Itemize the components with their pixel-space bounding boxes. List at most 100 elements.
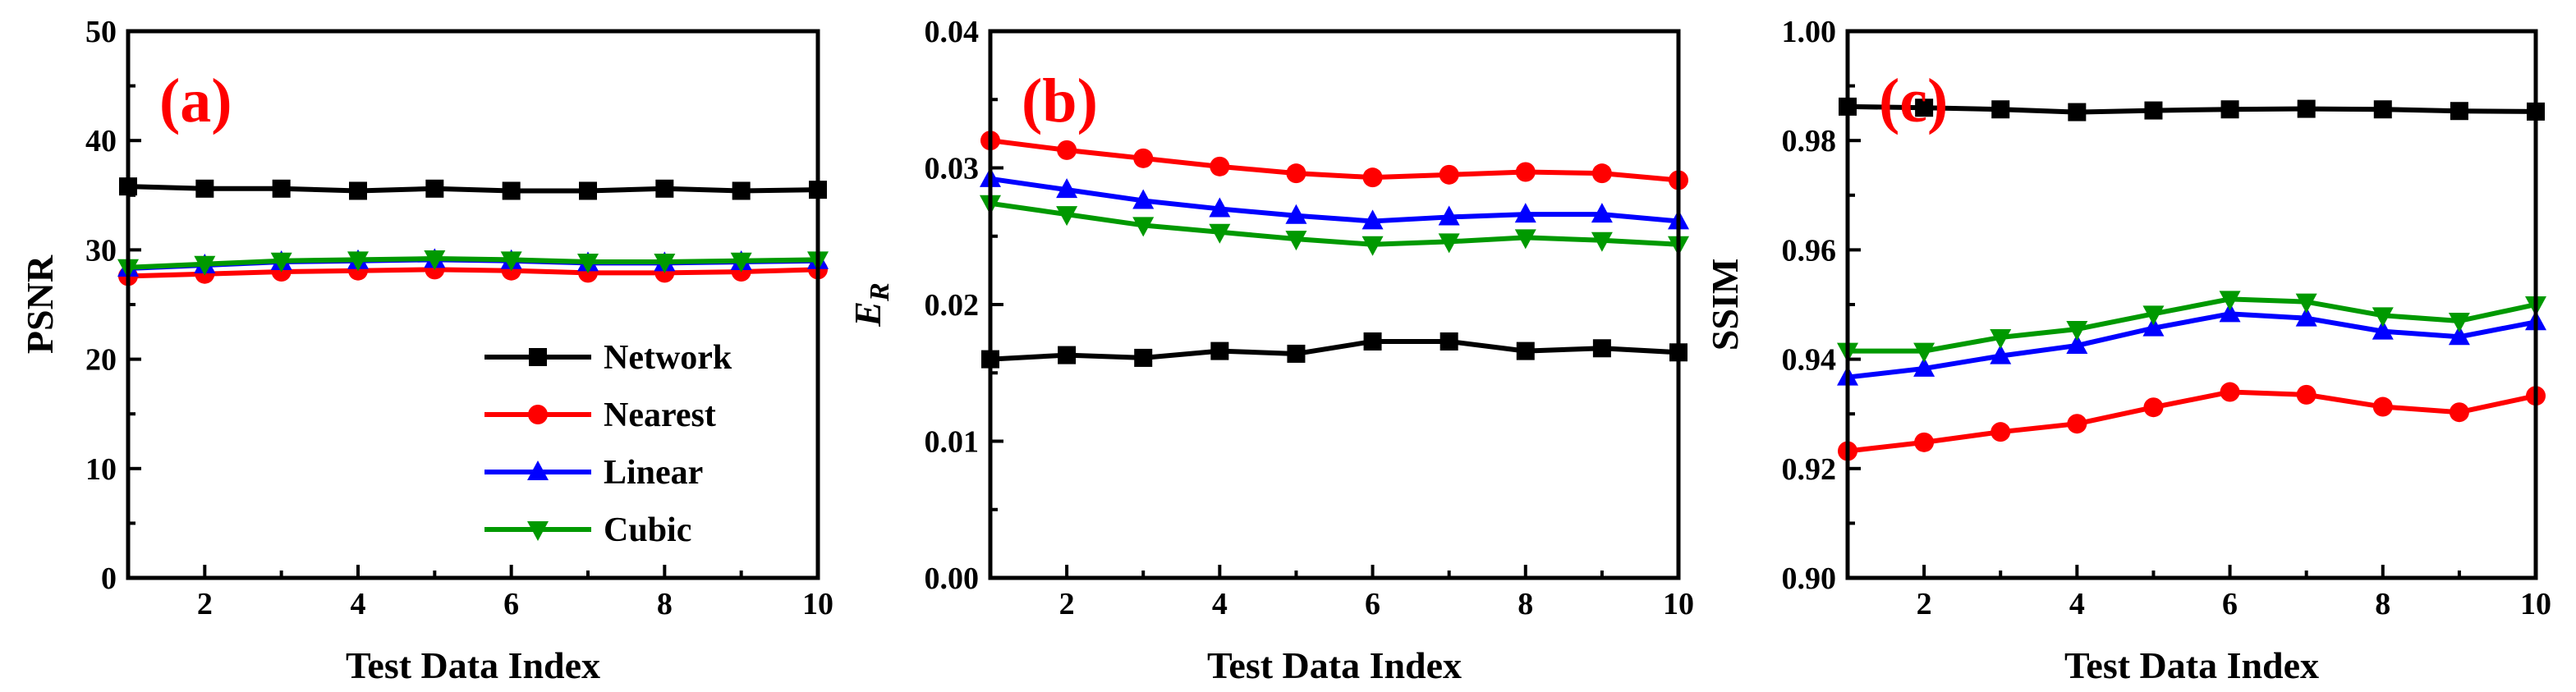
data-point-linear — [1361, 209, 1384, 230]
data-point-network — [579, 181, 597, 200]
chart-panel-a: 2 4 6 8 10 0 10 20 30 40 50 Test Data Index PSNR (a) N… — [19, 15, 833, 686]
data-point-network — [1058, 346, 1077, 364]
data-point-linear — [1285, 204, 1307, 224]
x-tick-label: 10 — [802, 587, 833, 621]
y-axis-title: ER — [847, 282, 895, 327]
data-point-cubic — [654, 254, 676, 274]
data-point-network — [1440, 332, 1458, 351]
data-point-cubic — [2372, 307, 2394, 328]
legend-label: Linear — [604, 454, 703, 492]
data-point-cubic — [2066, 320, 2088, 341]
series-cubic — [117, 250, 829, 279]
series-line-network — [990, 338, 1679, 362]
x-tick-label: 8 — [657, 587, 673, 621]
data-point-network — [349, 181, 367, 200]
y-tick-label: 40 — [85, 124, 117, 158]
data-point-network — [1516, 341, 1535, 360]
legend-marker — [527, 521, 549, 541]
panel-label: (a) — [159, 66, 232, 135]
data-point-cubic — [1209, 223, 1231, 244]
data-point-linear — [2066, 333, 2088, 354]
legend-marker — [529, 348, 547, 366]
data-point-linear — [2448, 325, 2470, 346]
series-nearest — [980, 131, 1688, 190]
legend-label: Nearest — [604, 396, 716, 434]
data-point-cubic — [1990, 328, 2012, 349]
data-point-linear — [2372, 319, 2394, 340]
y-tick-label: 0.04 — [925, 15, 980, 49]
series-line-linear — [1847, 311, 2537, 380]
x-tick-label: 4 — [2069, 587, 2085, 621]
x-axis-title: Test Data Index — [2064, 644, 2319, 686]
x-tick-label: 4 — [1212, 587, 1228, 621]
y-tick-label: 20 — [85, 343, 117, 378]
series-line-cubic — [1848, 296, 2537, 354]
x-tick-label: 8 — [2375, 587, 2390, 621]
data-point-linear — [1990, 344, 2012, 364]
x-tick-label: 2 — [197, 587, 213, 621]
data-point-network — [502, 181, 521, 200]
x-tick-label: 10 — [1663, 587, 1694, 621]
y-tick-label: 0.03 — [925, 152, 980, 186]
data-point-network — [2450, 102, 2468, 121]
series-line-network — [127, 184, 819, 194]
x-tick-label: 4 — [351, 587, 366, 621]
x-tick-label: 6 — [2222, 587, 2238, 621]
series-line-nearest — [127, 267, 819, 279]
data-point-cubic — [1285, 231, 1307, 251]
data-point-network — [1287, 344, 1306, 363]
data-point-network — [272, 179, 291, 198]
data-point-nearest — [1133, 148, 1154, 168]
x-tick-label: 6 — [503, 587, 519, 621]
data-point-linear — [2219, 302, 2241, 323]
data-point-cubic — [577, 254, 599, 274]
data-point-cubic — [2142, 305, 2165, 326]
data-point-cubic — [2295, 293, 2317, 314]
y-tick-label: 0.02 — [925, 288, 980, 323]
y-tick-label: 0.00 — [925, 561, 980, 596]
series-network — [1839, 97, 2545, 121]
data-point-cubic — [500, 251, 522, 272]
data-point-linear — [1209, 197, 1231, 218]
series-nearest — [1838, 382, 2546, 461]
data-point-cubic — [1361, 236, 1384, 256]
data-point-nearest — [1591, 163, 1612, 184]
data-point-nearest — [1286, 163, 1306, 184]
y-tick-label: 0 — [101, 561, 117, 596]
data-point-cubic — [2448, 312, 2470, 332]
data-point-nearest — [1057, 140, 1077, 160]
data-point-linear — [1913, 356, 1935, 377]
x-axis-title: Test Data Index — [1207, 644, 1462, 686]
data-point-cubic — [2219, 291, 2241, 311]
series-line-cubic — [127, 256, 819, 270]
y-axis-title: SSIM — [1704, 259, 1746, 351]
x-tick-label: 8 — [1518, 587, 1533, 621]
data-point-nearest — [2220, 382, 2240, 402]
data-point-linear — [1132, 189, 1155, 209]
data-point-nearest — [1515, 162, 1536, 182]
y-tick-label: 50 — [85, 15, 117, 49]
data-point-linear — [1056, 178, 1078, 199]
data-point-network — [732, 181, 751, 200]
data-point-cubic — [347, 251, 369, 272]
legend: Network Nearest Linear Cubic — [484, 339, 732, 549]
data-point-nearest — [1914, 432, 1935, 452]
y-tick-label: 1.00 — [1782, 15, 1837, 49]
chart-panel-c: 2 4 6 8 10 0.90 0.92 0.94 0.96 0.98 1.00 Test Data … — [1704, 15, 2551, 686]
data-point-network — [1363, 332, 1382, 351]
series-line-linear — [990, 176, 1679, 224]
data-point-cubic — [194, 255, 216, 276]
y-tick-label: 0.90 — [1782, 561, 1837, 596]
data-point-network — [1210, 341, 1229, 360]
panel-label: (c) — [1879, 66, 1948, 135]
series-linear — [1837, 302, 2546, 386]
legend-item-nearest: Nearest — [484, 396, 716, 434]
data-point-network — [425, 179, 444, 198]
y-tick-label: 30 — [85, 233, 117, 268]
data-point-cubic — [1514, 229, 1536, 250]
data-point-network — [1134, 348, 1153, 367]
data-point-cubic — [1438, 233, 1460, 254]
data-point-network — [655, 179, 674, 198]
panel-label: (b) — [1022, 66, 1098, 135]
